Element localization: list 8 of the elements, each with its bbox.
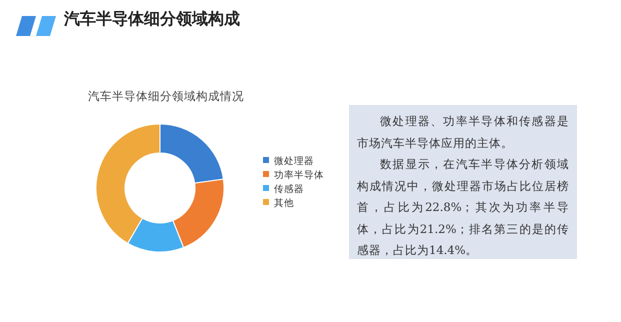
- legend-label: 传感器: [274, 183, 304, 195]
- legend-label: 其他: [274, 197, 294, 209]
- legend-label: 微处理器: [274, 155, 314, 167]
- legend-label: 功率半导体: [274, 169, 324, 181]
- text: 微处理器、功率半导体和传感器是市场汽车半导体应用的主体。: [357, 113, 569, 152]
- text: 汽车半导体细分领域构成: [64, 9, 240, 30]
- text: 数据显示，在汽车半导体分析领域构成情况中，微处理器市场占比位居榜首，占比为22.8%；其次为功率半导体，占比为21.2%；排名第三的是的传感器，占比为14.4%。: [357, 156, 569, 259]
- chart-title: 汽车半导体细分领域构成情况: [88, 89, 244, 103]
